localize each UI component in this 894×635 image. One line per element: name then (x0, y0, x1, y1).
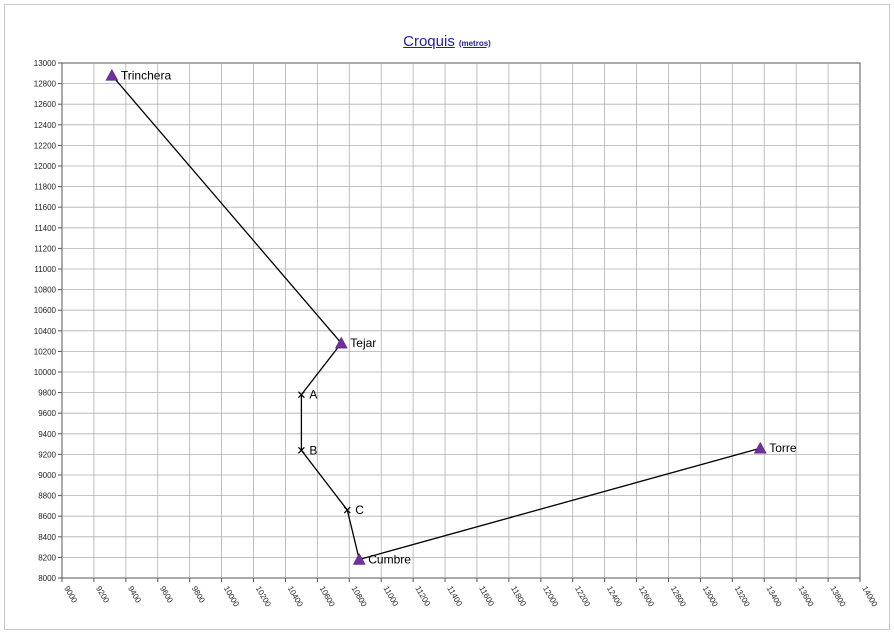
x-tick-label: 12800 (669, 585, 688, 609)
grid (61, 62, 861, 579)
cross-marker (297, 446, 305, 454)
y-tick-label: 9600 (38, 409, 56, 418)
point-label: A (309, 388, 317, 402)
y-tick-label: 12600 (34, 100, 57, 109)
x-tick-label: 14000 (860, 585, 879, 609)
y-tick-label: 8600 (38, 512, 56, 521)
x-tick-label: 13400 (765, 585, 784, 609)
x-tick-label: 13800 (828, 585, 847, 609)
x-tick-label: 9800 (190, 585, 207, 605)
x-tick-label: 12600 (637, 585, 656, 609)
x-tick-label: 9400 (126, 585, 143, 605)
y-tick-label: 10200 (34, 347, 57, 356)
y-tick-label: 9000 (38, 471, 56, 480)
y-tick-label: 8200 (38, 553, 56, 562)
y-tick-label: 11400 (34, 224, 56, 233)
y-tick-label: 9800 (38, 389, 56, 398)
chart-title: Croquis (metros) (0, 33, 894, 50)
triangle-marker (753, 441, 767, 454)
y-tick-label: 12000 (34, 162, 57, 171)
x-tick-label: 10400 (286, 585, 305, 609)
point-label: C (355, 503, 364, 517)
x-tick-label: 12200 (573, 585, 592, 609)
x-tick-label: 11800 (509, 585, 528, 609)
y-tick-label: 12400 (34, 121, 57, 130)
y-tick-label: 8800 (38, 492, 56, 501)
y-tick-label: 13000 (34, 59, 57, 68)
x-tick-label: 11600 (477, 585, 496, 609)
y-tick-label: 11000 (34, 265, 56, 274)
cross-marker (343, 506, 351, 514)
x-tick-label: 12000 (541, 585, 560, 609)
y-tick-label: 10400 (34, 327, 57, 336)
x-tick-label: 11000 (381, 585, 400, 609)
x-tick-label: 9600 (158, 585, 175, 605)
y-tick-label: 10800 (34, 286, 57, 295)
x-tick-label: 11200 (413, 585, 432, 609)
x-tick-label: 10800 (350, 585, 369, 609)
triangle-marker (105, 68, 119, 81)
x-axis: 9000 9200 9400 9600 9800 10000 10200 10400 10600… (61, 578, 879, 609)
series: Trinchera Tejar A B C Cumbre Torre (105, 68, 797, 566)
y-tick-label: 10600 (34, 306, 57, 315)
x-tick-label: 13600 (796, 585, 815, 609)
triangle-marker (334, 336, 348, 349)
chart-subtitle: (metros) (458, 39, 491, 48)
x-tick-label: 12400 (605, 585, 624, 609)
plot-area (61, 62, 861, 579)
y-tick-label: 12200 (34, 141, 57, 150)
y-tick-label: 12800 (34, 80, 57, 89)
cross-marker (297, 391, 305, 399)
point-label: Torre (769, 441, 797, 455)
point-label: Cumbre (368, 552, 411, 566)
chart-frame (4, 4, 890, 630)
x-tick-label: 10000 (222, 585, 241, 609)
y-tick-label: 11200 (34, 244, 56, 253)
x-tick-label: 9000 (62, 585, 79, 605)
y-tick-label: 11600 (34, 203, 56, 212)
point-label: B (309, 443, 317, 457)
y-tick-label: 10000 (34, 368, 57, 377)
x-tick-label: 10600 (318, 585, 337, 609)
y-axis: 8000 8200 8400 8600 8800 9000 9200 9400 9600 9800… (34, 59, 62, 583)
y-tick-label: 11800 (34, 183, 56, 192)
chart-title-text: Croquis (403, 33, 455, 50)
y-tick-label: 9400 (38, 430, 56, 439)
x-tick-label: 10200 (254, 585, 273, 609)
x-tick-label: 9200 (94, 585, 111, 605)
point-label: Trinchera (121, 68, 172, 82)
y-tick-label: 9200 (38, 450, 56, 459)
triangle-marker (352, 552, 366, 565)
point-label: Tejar (350, 336, 376, 350)
y-tick-label: 8000 (38, 574, 56, 583)
x-tick-label: 13000 (701, 585, 720, 609)
series-line (111, 74, 761, 561)
x-tick-label: 11400 (445, 585, 464, 609)
x-tick-label: 13200 (733, 585, 752, 609)
y-tick-label: 8400 (38, 533, 56, 542)
